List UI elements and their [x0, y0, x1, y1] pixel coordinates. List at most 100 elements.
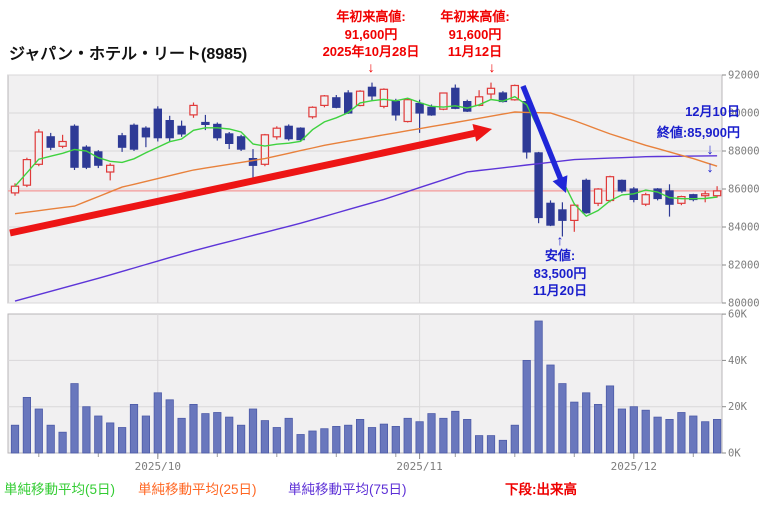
- volume-panel: [7, 313, 723, 454]
- candle: [332, 97, 341, 108]
- candle: [284, 125, 293, 140]
- annotation-ytd-high-oct: 年初来高値: 91,600円 2025年10月28日 ↓: [296, 8, 446, 74]
- chart-title: ジャパン・ホテル・リート(8985): [9, 46, 248, 63]
- candle: [546, 202, 555, 226]
- candle: [355, 90, 365, 107]
- legend-ma25: 単純移動平均(25日): [138, 482, 257, 497]
- candle: [605, 176, 615, 202]
- annotation-line: 91,600円: [448, 26, 502, 42]
- volume-bar: [641, 409, 650, 454]
- candle: [213, 123, 222, 139]
- candle: [153, 108, 162, 139]
- candle: [236, 136, 246, 150]
- volume-bar: [617, 408, 627, 454]
- candle: [58, 140, 67, 147]
- volume-bar: [272, 427, 281, 454]
- candle: [617, 179, 627, 192]
- volume-bar: [582, 392, 591, 454]
- down-arrow-icon: ↓: [706, 141, 714, 158]
- volume-bar: [177, 417, 186, 454]
- volume-bar: [82, 406, 91, 454]
- volume-bar: [713, 418, 722, 454]
- svg-text:2025/10: 2025/10: [135, 460, 181, 473]
- volume-bar: [427, 413, 436, 454]
- candle: [689, 194, 698, 201]
- drop-arrow: [520, 84, 568, 193]
- volume-bar: [22, 396, 32, 454]
- volume-bar: [474, 435, 484, 454]
- volume-bar: [248, 408, 258, 454]
- annotation-line: 安値:: [544, 248, 576, 263]
- volume-bar: [284, 417, 293, 454]
- candle: [379, 88, 389, 108]
- volume-bar: [629, 406, 638, 454]
- down-arrow-icon: ↓: [367, 58, 375, 75]
- candle: [248, 158, 258, 166]
- candle: [415, 102, 424, 114]
- svg-text:80000: 80000: [728, 298, 760, 310]
- volume-bar: [653, 416, 662, 454]
- volume-bar: [498, 439, 508, 454]
- volume-bar: [451, 410, 460, 454]
- candle: [141, 127, 151, 138]
- candle: [451, 87, 460, 109]
- volume-bar: [70, 383, 79, 454]
- annotation-line: 83,500円: [533, 265, 587, 281]
- uptrend-arrow: [9, 124, 492, 237]
- volume-bar: [689, 415, 698, 454]
- up-arrow-icon: ↑: [556, 232, 564, 248]
- svg-text:88000: 88000: [728, 146, 760, 158]
- volume-bar: [296, 434, 305, 454]
- annotation-line: 12月10日: [685, 104, 740, 119]
- svg-text:40K: 40K: [728, 355, 748, 367]
- volume-bar: [58, 431, 67, 454]
- annotation-line: 11月12日: [447, 44, 503, 59]
- candle: [70, 125, 79, 168]
- volume-bar: [165, 399, 174, 454]
- candle: [439, 92, 448, 110]
- svg-text:2025/12: 2025/12: [611, 460, 657, 473]
- volume-bar: [106, 422, 115, 454]
- annotation-line: 2025年10月28日: [322, 44, 420, 59]
- volume-bar: [522, 359, 531, 454]
- candle: [367, 86, 377, 97]
- annotation-ytd-high-nov: 年初来高値: 91,600円 11月12日 ↓: [410, 8, 540, 74]
- volume-bar: [320, 428, 329, 454]
- volume-bar: [260, 420, 270, 454]
- volume-bar: [486, 435, 496, 454]
- annotation-line: 年初来高値:: [336, 9, 406, 24]
- volume-bar: [344, 424, 353, 454]
- svg-text:84000: 84000: [728, 222, 760, 234]
- candle: [117, 135, 127, 148]
- annotation-line: 11月20日: [532, 283, 588, 298]
- svg-text:90000: 90000: [728, 108, 760, 120]
- volume-bar: [594, 403, 603, 454]
- volume-gridlines-and-labels: 60K 40K 20K 0K: [8, 309, 748, 460]
- candle: [82, 146, 91, 168]
- candle: [581, 179, 591, 214]
- volume-bar: [46, 424, 55, 454]
- candle: [700, 193, 710, 197]
- candle: [165, 119, 174, 139]
- candle: [308, 106, 317, 118]
- volume-bar: [701, 421, 710, 454]
- volume-bar: [34, 408, 43, 454]
- annotation-line: 91,600円: [344, 26, 398, 42]
- ma5-line: [14, 95, 718, 218]
- svg-text:82000: 82000: [728, 260, 760, 272]
- annotation-close-arrows: ↓ ↓: [699, 141, 721, 177]
- volume-bar: [415, 421, 424, 454]
- annotation-close-dec10: 12月10日 終値:85,900円: [590, 101, 740, 143]
- legend: 単純移動平均(5日) 単純移動平均(25日) 単純移動平均(75日) 下段:出来…: [4, 478, 781, 500]
- volume-bar: [403, 417, 412, 454]
- volume-bar: [201, 413, 210, 454]
- svg-text:20K: 20K: [728, 401, 748, 413]
- ma25-line: [14, 111, 718, 215]
- candle: [486, 87, 496, 95]
- volume-bar: [189, 403, 198, 454]
- candle: [391, 100, 401, 116]
- candle: [641, 194, 650, 205]
- volume-bar: [463, 418, 472, 454]
